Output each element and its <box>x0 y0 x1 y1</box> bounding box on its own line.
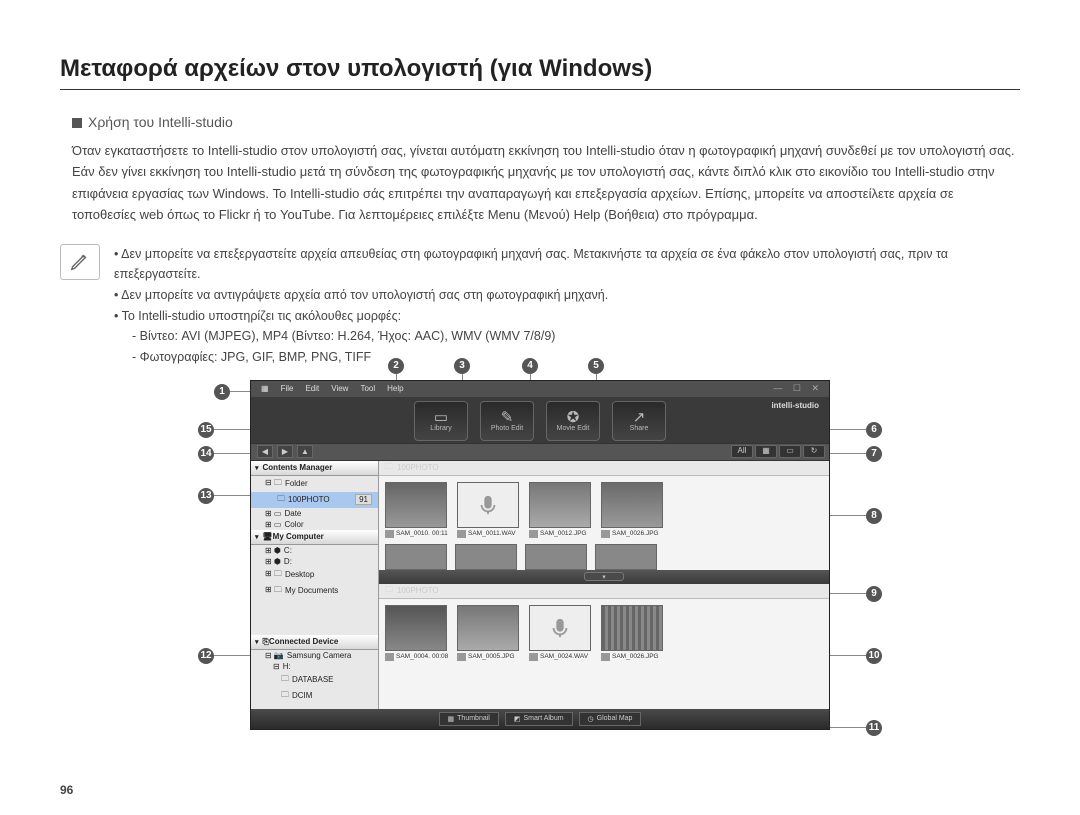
window-controls[interactable]: — ☐ ✕ <box>773 383 823 394</box>
thumbnail[interactable]: SAM_0005.JPG <box>457 605 521 661</box>
chevron-down-icon: ▾ <box>584 572 624 581</box>
thumbnail[interactable]: SAM_0026.JPG <box>601 605 665 661</box>
thumbnail[interactable]: SAM_0010. 00:11 <box>385 482 449 538</box>
sidebar-date[interactable]: ⊞ ▭ Date <box>251 508 378 519</box>
page-number: 96 <box>60 783 73 797</box>
sidebar-contents-manager[interactable]: ▾Contents Manager <box>251 461 378 476</box>
right-tools: All ▦ ▭ ↻ <box>731 445 825 458</box>
thumbnail[interactable]: SAM_0024.WAV <box>529 605 593 661</box>
view-smart-album[interactable]: ◩Smart Album <box>505 712 573 726</box>
mode-library[interactable]: ▭Library <box>414 401 468 441</box>
thumbnail[interactable]: SAM_0012.JPG <box>529 482 593 538</box>
globe-icon: ◷ <box>588 715 594 723</box>
sidebar-my-computer[interactable]: ▾🖥 My Computer <box>251 530 378 545</box>
album-icon: ◩ <box>514 715 521 723</box>
sidebar-drive-d[interactable]: ⊞ ⬢ D: <box>251 556 378 567</box>
mode-share[interactable]: ↗Share <box>612 401 666 441</box>
body-paragraph: Όταν εγκαταστήσετε το Intelli-studio στο… <box>72 140 1020 226</box>
menu-tool[interactable]: Tool <box>360 384 375 393</box>
note-subitem: Φωτογραφίες: JPG, GIF, BMP, PNG, TIFF <box>132 347 1020 368</box>
sidebar-my-documents[interactable]: ⊞ 🗀 My Documents <box>251 583 378 599</box>
pencil-note-icon <box>60 244 100 280</box>
sidebar: ▾Contents Manager ⊟ 🗀 Folder 🗀 100PHOTO9… <box>251 461 379 709</box>
note-list: Δεν μπορείτε να επεξεργαστείτε αρχεία απ… <box>114 244 1020 368</box>
subheading-text: Χρήση του Intelli-studio <box>88 114 233 130</box>
sidebar-folder-100photo[interactable]: 🗀 100PHOTO91 <box>251 492 378 508</box>
folder-header-bottom: 🗀 100PHOTO <box>379 584 829 599</box>
thumbnail[interactable]: SAM_0026.JPG <box>601 482 665 538</box>
filter-all[interactable]: All <box>731 445 753 458</box>
sidebar-desktop[interactable]: ⊞ 🗀 Desktop <box>251 567 378 583</box>
page-title: Μεταφορά αρχείων στον υπολογιστή (για Wi… <box>60 55 1020 90</box>
back-button[interactable]: ◀ <box>257 445 273 458</box>
video-badge-icon <box>385 530 394 538</box>
menu-bar: ▦ File Edit View Tool Help — ☐ ✕ <box>251 381 829 397</box>
bullet-square <box>72 118 82 128</box>
movie-edit-icon: ✪ <box>567 410 580 425</box>
audio-badge-icon <box>457 530 466 538</box>
thumbnails-bottom: SAM_0004. 00:08 SAM_0005.JPG SAM_0024.WA… <box>379 599 829 667</box>
nav-toolbar: ◀ ▶ ▲ All ▦ ▭ ↻ <box>251 443 829 461</box>
chevron-down-icon: ▾ <box>255 464 259 472</box>
view-thumbnail[interactable]: ▦Thumbnail <box>439 712 499 726</box>
forward-button[interactable]: ▶ <box>277 445 293 458</box>
sidebar-database[interactable]: 🗀 DATABASE <box>251 672 378 688</box>
menu-edit[interactable]: Edit <box>305 384 319 393</box>
grid-icon: ▦ <box>448 715 455 723</box>
app-brand: intelli-studio <box>771 401 819 410</box>
sidebar-folder[interactable]: ⊟ 🗀 Folder <box>251 476 378 492</box>
main-area: ▾Contents Manager ⊟ 🗀 Folder 🗀 100PHOTO9… <box>251 461 829 709</box>
content-area: 🗀 100PHOTO SAM_0010. 00:11 SAM_0011.WAV … <box>379 461 829 709</box>
sidebar-dcim[interactable]: 🗀 DCIM <box>251 688 378 704</box>
thumbnail[interactable]: SAM_0004. 00:08 <box>385 605 449 661</box>
sidebar-drive-c[interactable]: ⊞ ⬢ C: <box>251 545 378 556</box>
video-badge-icon <box>385 653 394 661</box>
menu-help[interactable]: Help <box>387 384 403 393</box>
note-item: Δεν μπορείτε να επεξεργαστείτε αρχεία απ… <box>114 244 1020 285</box>
sidebar-color[interactable]: ⊞ ▭ Color <box>251 519 378 530</box>
image-badge-icon <box>529 530 538 538</box>
up-button[interactable]: ▲ <box>297 445 313 458</box>
thumbnail[interactable]: SAM_0011.WAV <box>457 482 521 538</box>
mode-bar: ▭Library ✎Photo Edit ✪Movie Edit ↗Share … <box>251 397 829 443</box>
screenshot-wrapper: 2 3 4 5 1 15 14 13 12 6 7 8 9 10 11 ▦ Fi… <box>220 380 860 730</box>
app-icon: ▦ <box>261 384 269 393</box>
panel-divider[interactable]: ▾ <box>379 570 829 584</box>
sidebar-drive-h[interactable]: ⊟ H: <box>251 661 378 672</box>
bottom-bar: ▦Thumbnail ◩Smart Album ◷Global Map <box>251 709 829 729</box>
thumbnails-overflow <box>379 544 829 570</box>
image-badge-icon <box>601 653 610 661</box>
view-global-map[interactable]: ◷Global Map <box>579 712 642 726</box>
image-badge-icon <box>457 653 466 661</box>
share-icon: ↗ <box>633 410 646 425</box>
chevron-down-icon: ▾ <box>255 638 259 646</box>
menu-view[interactable]: View <box>331 384 348 393</box>
audio-badge-icon <box>529 653 538 661</box>
section-subheading: Χρήση του Intelli-studio <box>72 114 1020 130</box>
mode-photo-edit[interactable]: ✎Photo Edit <box>480 401 534 441</box>
filter-image-icon[interactable]: ▦ <box>755 445 777 458</box>
note-subitem: Βίντεο: AVI (MJPEG), MP4 (Βίντεο: H.264,… <box>132 326 1020 347</box>
photo-edit-icon: ✎ <box>501 410 514 425</box>
mode-movie-edit[interactable]: ✪Movie Edit <box>546 401 600 441</box>
sidebar-connected-device[interactable]: ▾⎘ Connected Device <box>251 635 378 650</box>
folder-header-top: 🗀 100PHOTO <box>379 461 829 476</box>
library-icon: ▭ <box>434 410 448 425</box>
refresh-icon[interactable]: ↻ <box>803 445 825 458</box>
app-window: ▦ File Edit View Tool Help — ☐ ✕ ▭Librar… <box>250 380 830 730</box>
note-box: Δεν μπορείτε να επεξεργαστείτε αρχεία απ… <box>60 244 1020 368</box>
note-item: Δεν μπορείτε να αντιγράψετε αρχεία από τ… <box>114 285 1020 306</box>
image-badge-icon <box>601 530 610 538</box>
note-item: Το Intelli-studio υποστηρίζει τις ακόλου… <box>114 306 1020 327</box>
sidebar-camera[interactable]: ⊟ 📷 Samsung Camera <box>251 650 378 661</box>
chevron-down-icon: ▾ <box>255 533 259 541</box>
menu-file[interactable]: File <box>281 384 294 393</box>
filter-video-icon[interactable]: ▭ <box>779 445 801 458</box>
thumbnails-top: SAM_0010. 00:11 SAM_0011.WAV SAM_0012.JP… <box>379 476 829 544</box>
